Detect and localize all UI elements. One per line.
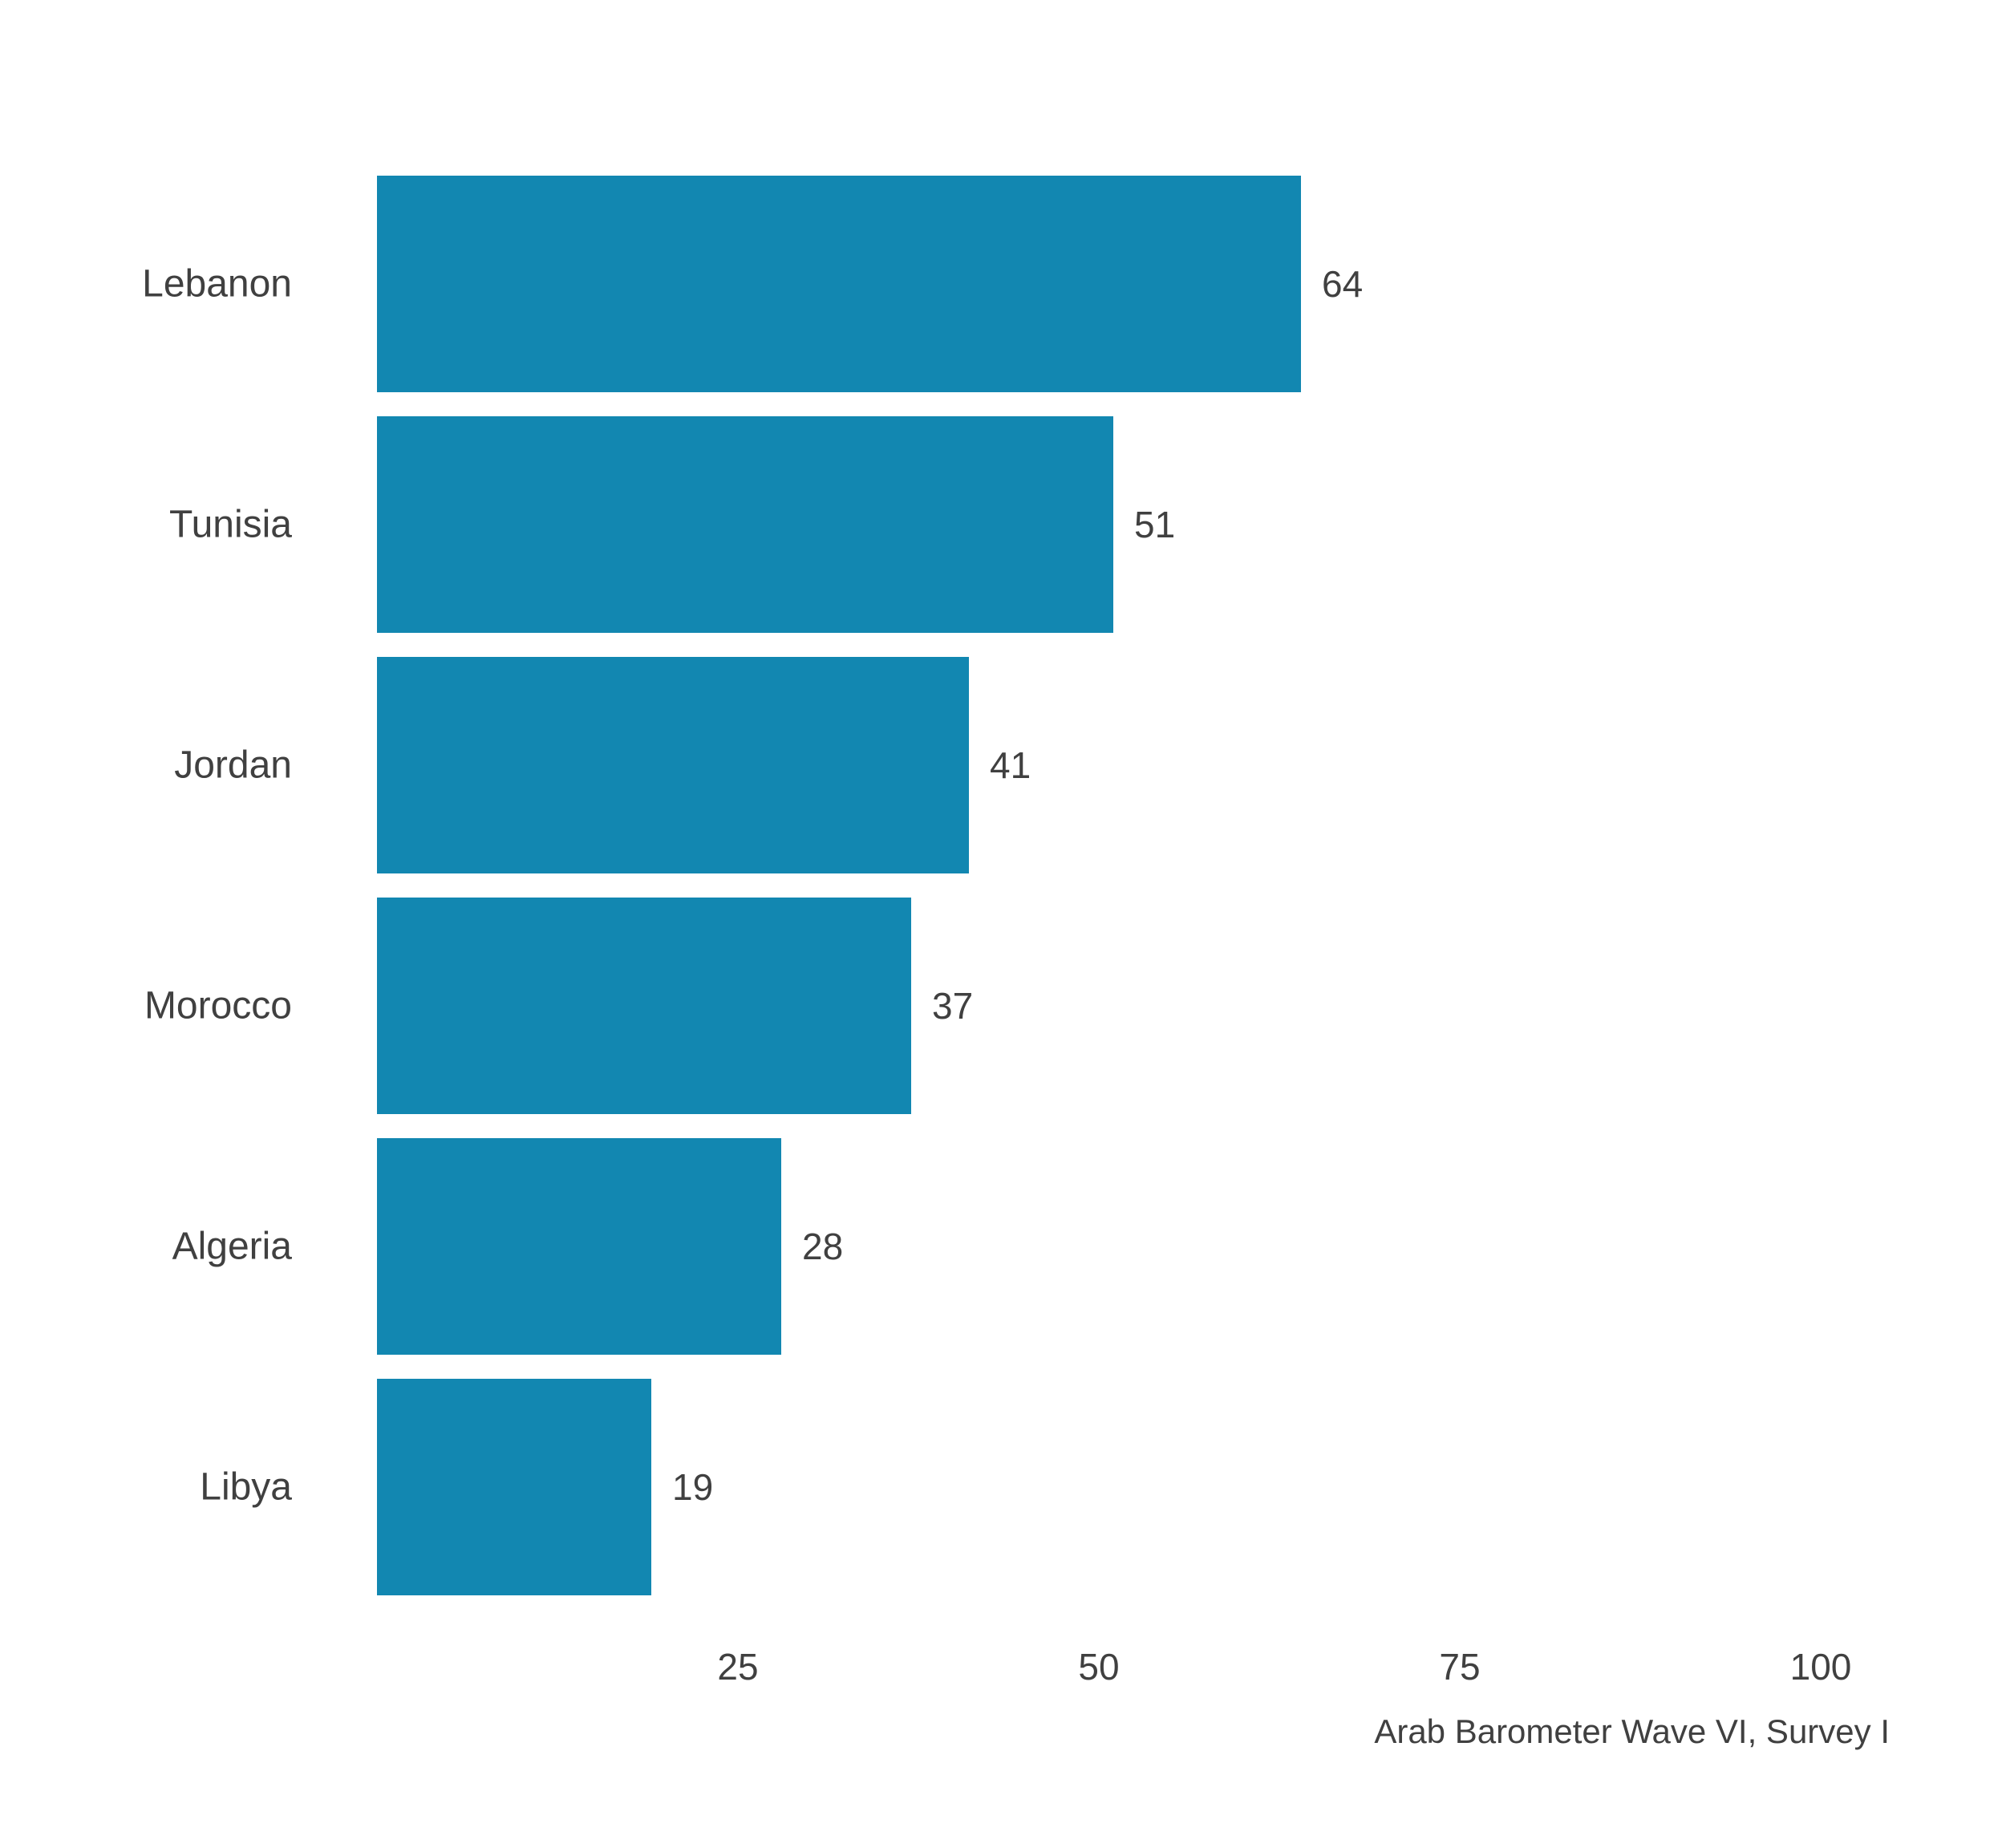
category-label-tunisia: Tunisia (169, 504, 292, 546)
bar-libya (377, 1379, 651, 1595)
value-label-morocco: 37 (932, 985, 973, 1027)
category-label-algeria: Algeria (172, 1226, 293, 1268)
bar-jordan (377, 657, 969, 873)
value-labels: 64 51 41 37 28 19 (672, 263, 1363, 1508)
category-label-jordan: Jordan (174, 744, 292, 787)
bar-tunisia (377, 416, 1113, 633)
x-tick-label-25: 25 (717, 1646, 758, 1688)
category-label-lebanon: Lebanon (142, 263, 292, 306)
value-label-algeria: 28 (802, 1226, 843, 1267)
bar-lebanon (377, 176, 1301, 392)
x-tick-label-50: 50 (1078, 1646, 1119, 1688)
value-label-jordan: 41 (990, 744, 1031, 786)
bar-algeria (377, 1138, 781, 1355)
x-axis-ticks: 25 50 75 100 (717, 1646, 1851, 1688)
category-label-morocco: Morocco (144, 985, 292, 1027)
x-tick-label-75: 75 (1439, 1646, 1480, 1688)
value-label-lebanon: 64 (1322, 263, 1363, 305)
category-label-libya: Libya (200, 1466, 292, 1509)
value-label-libya: 19 (672, 1466, 713, 1508)
x-tick-label-100: 100 (1790, 1646, 1852, 1688)
value-label-tunisia: 51 (1134, 504, 1175, 545)
bar-morocco (377, 898, 911, 1114)
source-caption: Arab Barometer Wave VI, Survey I (1374, 1712, 1890, 1750)
bars-group (377, 176, 1301, 1595)
category-labels: Lebanon Tunisia Jordan Morocco Algeria Libya (142, 263, 292, 1509)
